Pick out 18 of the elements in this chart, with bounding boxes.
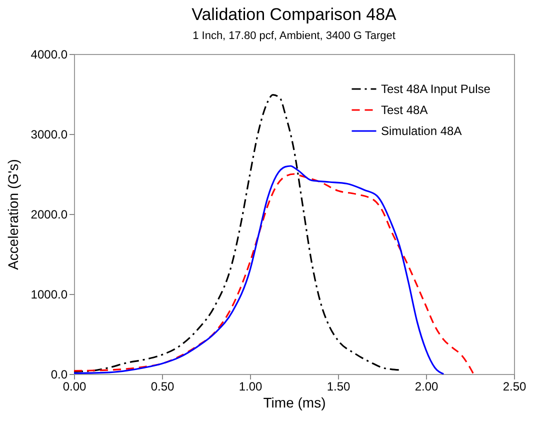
y-tick-label: 3000.0 (30, 128, 68, 142)
legend-label: Test 48A (381, 103, 428, 117)
y-axis-title: Acceleration (G's) (4, 159, 21, 270)
y-tick-label: 4000.0 (30, 48, 68, 62)
y-tick-label: 1000.0 (30, 288, 68, 302)
x-tick-label: 0.00 (62, 380, 86, 394)
chart-subtitle: 1 Inch, 17.80 pcf, Ambient, 3400 G Target (192, 30, 396, 42)
x-tick-label: 2.00 (414, 380, 438, 394)
y-tick-label: 2000.0 (30, 208, 68, 222)
x-tick-label: 1.50 (326, 380, 350, 394)
legend-label: Test 48A Input Pulse (381, 82, 491, 96)
x-tick-label: 1.00 (238, 380, 262, 394)
chart-title: Validation Comparison 48A (192, 5, 398, 24)
legend-label: Simulation 48A (381, 124, 462, 138)
x-axis-title: Time (ms) (263, 394, 326, 410)
x-tick-label: 2.50 (502, 380, 526, 394)
y-tick-label: 0.0 (50, 368, 68, 382)
x-tick-label: 0.50 (150, 380, 174, 394)
